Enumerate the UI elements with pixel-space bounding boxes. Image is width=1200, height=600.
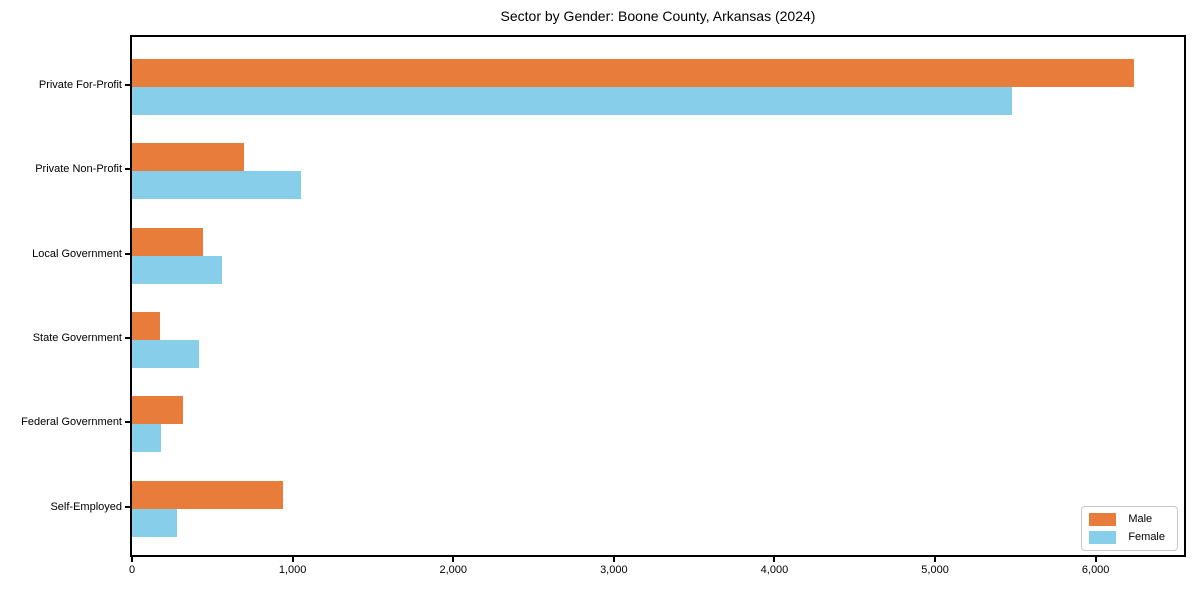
chart-title: Sector by Gender: Boone County, Arkansas… (500, 8, 816, 24)
xtick-mark (934, 557, 937, 562)
xtick-label: 6,000 (1081, 564, 1110, 576)
bar-male (132, 312, 161, 341)
legend-item-female: Female (1089, 531, 1165, 544)
ytick-mark (125, 421, 130, 424)
bar-male (132, 480, 283, 509)
xtick-label: 2,000 (439, 564, 467, 576)
legend-swatch-female (1089, 531, 1117, 544)
bar-female (132, 255, 222, 284)
bar-group (132, 298, 1184, 382)
legend-label-female: Female (1128, 531, 1165, 543)
xtick-label: 5,000 (921, 564, 949, 576)
bar-male (132, 227, 203, 256)
bar-male (132, 59, 1135, 88)
xtick-label: 1,000 (278, 564, 307, 576)
ytick-mark (125, 252, 130, 255)
xtick-mark (452, 557, 455, 562)
ytick-label: Local Government (32, 247, 122, 260)
xtick-mark (131, 557, 133, 562)
xtick-label: 0 (128, 564, 136, 576)
bar-female (132, 508, 177, 537)
bar-group (132, 129, 1184, 213)
bar-group (132, 382, 1184, 466)
ytick-label: Self-Employed (50, 500, 122, 513)
ytick-mark (125, 84, 130, 87)
bar-female (132, 424, 161, 453)
bar-group (132, 466, 1184, 550)
ytick-mark (125, 337, 130, 340)
ytick-mark (125, 505, 130, 508)
legend-item-male: Male (1089, 513, 1165, 526)
bar-group (132, 214, 1184, 298)
bar-female (132, 87, 1013, 116)
bar-female (132, 340, 199, 369)
legend-swatch-male (1089, 513, 1117, 526)
bar-rows (132, 37, 1184, 555)
legend: Male Female (1081, 506, 1178, 551)
ytick-label: Private For-Profit (38, 79, 122, 92)
ytick-label: State Government (32, 332, 122, 345)
ytick-mark (125, 168, 130, 171)
xtick-mark (773, 557, 776, 562)
ytick-label: Federal Government (21, 416, 122, 429)
xtick-mark (1094, 557, 1097, 562)
bar-group (132, 45, 1184, 129)
xtick-mark (291, 557, 294, 562)
plot-area: Male Female (130, 35, 1186, 557)
xtick-label: 3,000 (600, 564, 628, 576)
bar-male (132, 143, 245, 172)
ytick-label: Private Non-Profit (35, 163, 122, 176)
xtick-label: 4,000 (760, 564, 789, 576)
bar-male (132, 396, 184, 425)
legend-label-male: Male (1128, 513, 1153, 525)
bar-female (132, 171, 301, 200)
xtick-mark (612, 557, 615, 562)
